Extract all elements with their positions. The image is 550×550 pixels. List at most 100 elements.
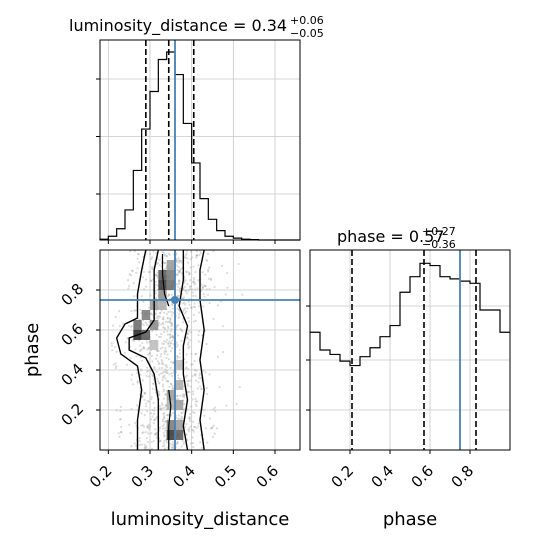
lum-hist-frame bbox=[99, 39, 301, 241]
joint-sample-point bbox=[160, 402, 164, 405]
joint-sample-point bbox=[165, 441, 169, 444]
joint-sample-point bbox=[114, 362, 117, 365]
joint-sample-point bbox=[169, 318, 172, 322]
joint-sample-point bbox=[130, 407, 133, 410]
joint-sample-point bbox=[189, 425, 192, 428]
joint-sample-point bbox=[156, 377, 159, 381]
joint-sample-point bbox=[164, 429, 167, 432]
joint-sample-point bbox=[166, 353, 169, 356]
joint-sample-point bbox=[163, 326, 166, 329]
joint-sample-point bbox=[154, 417, 157, 420]
joint-sample-point bbox=[192, 390, 195, 393]
joint-sample-point bbox=[205, 392, 209, 396]
joint-sample-point bbox=[158, 405, 162, 408]
joint-sample-point bbox=[163, 330, 166, 334]
joint-sample-point bbox=[225, 404, 228, 407]
joint-sample-point bbox=[186, 382, 189, 386]
joint-sample-point bbox=[151, 408, 154, 412]
joint-sample-point bbox=[207, 270, 210, 273]
joint-sample-point bbox=[177, 259, 180, 262]
joint-sample-point bbox=[187, 391, 190, 394]
joint-sample-point bbox=[161, 342, 164, 345]
joint-sample-point bbox=[168, 385, 171, 388]
joint-sample-point bbox=[161, 346, 164, 349]
joint-sample-point bbox=[164, 368, 167, 371]
joint-sample-point bbox=[167, 293, 171, 296]
joint-sample-point bbox=[169, 336, 172, 339]
joint-sample-point bbox=[189, 266, 192, 269]
joint-sample-point bbox=[158, 361, 161, 365]
joint-sample-point bbox=[154, 292, 158, 295]
joint-sample-point bbox=[150, 447, 154, 450]
joint-sample-point bbox=[158, 315, 161, 319]
joint-sample-point bbox=[166, 330, 169, 333]
joint-sample-point bbox=[161, 372, 164, 375]
joint-sample-point bbox=[176, 323, 180, 327]
joint-sample-point bbox=[180, 261, 183, 264]
joint-sample-point bbox=[166, 371, 169, 374]
joint-sample-point bbox=[156, 276, 159, 279]
joint-sample-point bbox=[189, 339, 192, 342]
joint-sample-point bbox=[176, 398, 180, 401]
joint-sample-point bbox=[131, 338, 134, 341]
joint-sample-point bbox=[163, 412, 166, 415]
joint-sample-point bbox=[159, 355, 162, 358]
joint-sample-point bbox=[186, 380, 189, 383]
joint-sample-point bbox=[208, 287, 211, 291]
joint-sample-point bbox=[170, 374, 174, 378]
joint-sample-point bbox=[191, 410, 195, 414]
joint-sample-point bbox=[163, 374, 166, 377]
joint-sample-point bbox=[149, 294, 152, 297]
joint-sample-point bbox=[182, 308, 186, 311]
joint-sample-point bbox=[213, 406, 217, 409]
joint-sample-point bbox=[185, 353, 188, 356]
joint-sample-point bbox=[175, 325, 178, 328]
joint-sample-point bbox=[177, 414, 180, 417]
joint-sample-point bbox=[144, 321, 147, 325]
joint-sample-point bbox=[191, 291, 194, 294]
joint-sample-point bbox=[167, 342, 170, 346]
joint-sample-point bbox=[184, 376, 187, 379]
joint-sample-point bbox=[207, 268, 210, 272]
joint-sample-point bbox=[170, 322, 173, 326]
joint-sample-point bbox=[146, 424, 149, 428]
joint-sample-point bbox=[168, 337, 172, 340]
joint-sample-point bbox=[169, 316, 172, 320]
joint-sample-point bbox=[197, 264, 200, 267]
joint-sample-point bbox=[205, 288, 208, 291]
luminosity-distance-err-plus: +0.06 bbox=[290, 14, 324, 27]
joint-sample-point bbox=[186, 261, 190, 264]
joint-sample-point bbox=[150, 257, 153, 261]
joint-sample-point bbox=[178, 281, 181, 284]
joint-sample-point bbox=[195, 405, 198, 408]
lum-hist-step bbox=[99, 51, 300, 241]
joint-sample-point bbox=[127, 279, 130, 282]
joint-sample-point bbox=[147, 346, 151, 349]
joint-sample-point bbox=[152, 419, 156, 422]
joint-sample-point bbox=[194, 288, 197, 291]
joint-sample-point bbox=[153, 433, 157, 436]
joint-sample-point bbox=[161, 418, 164, 421]
joint-sample-point bbox=[142, 270, 146, 273]
joint-sample-point bbox=[115, 365, 118, 368]
joint-sample-point bbox=[141, 276, 145, 279]
joint-sample-point bbox=[186, 307, 189, 310]
joint-sample-point bbox=[186, 336, 189, 339]
x-axis-label-phase: phase bbox=[383, 509, 437, 530]
joint-sample-point bbox=[188, 417, 191, 420]
joint-sample-point bbox=[186, 384, 189, 387]
joint-sample-point bbox=[186, 270, 189, 274]
joint-sample-point bbox=[187, 330, 191, 333]
joint-sample-point bbox=[191, 375, 194, 378]
joint-sample-point bbox=[170, 383, 173, 386]
joint-sample-point bbox=[154, 433, 157, 436]
joint-sample-point bbox=[129, 274, 133, 277]
joint-sample-point bbox=[170, 414, 173, 417]
joint-sample-point bbox=[111, 324, 115, 327]
joint-sample-point bbox=[155, 357, 158, 360]
joint-sample-point bbox=[175, 273, 178, 276]
joint-sample-point bbox=[200, 387, 203, 391]
joint-sample-point bbox=[153, 418, 157, 421]
joint-sample-point bbox=[201, 285, 204, 289]
phase-hist-step bbox=[310, 262, 510, 367]
